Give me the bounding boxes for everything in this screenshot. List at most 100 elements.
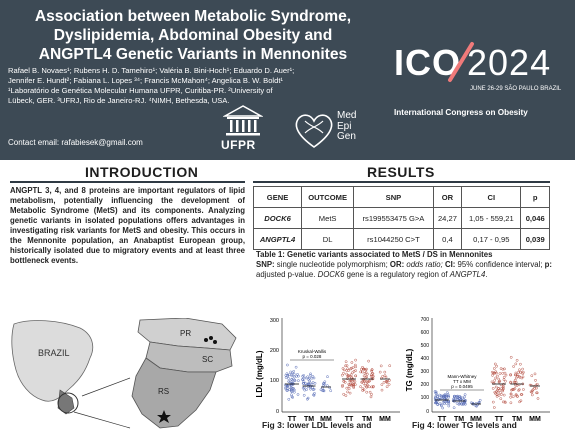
scatter-point [534, 378, 537, 382]
scatter-point [297, 379, 300, 382]
scatter-point [535, 386, 538, 390]
scatter-point [514, 376, 518, 380]
scatter-point [344, 364, 347, 368]
scatter-point [296, 393, 300, 396]
dot-cloud [433, 355, 540, 410]
y-axis-label: TG (mg/dL) [405, 348, 414, 391]
scatter-point [503, 367, 506, 371]
scatter-point [513, 380, 517, 384]
scatter-point [340, 373, 344, 377]
scatter-point [447, 395, 451, 399]
outcome-cell: MetS [301, 207, 355, 229]
scatter-point [433, 401, 437, 405]
scatter-point [381, 374, 385, 378]
scatter-point [509, 392, 513, 396]
y-tick-label: 200 [421, 382, 430, 388]
scatter-point [514, 380, 518, 384]
scatter-point [290, 377, 294, 381]
scatter-point [517, 388, 521, 391]
scatter-point [361, 380, 364, 384]
scatter-point [533, 372, 537, 376]
fig3-caption: Fig 3: lower LDL levels and [262, 420, 372, 430]
scatter-point [497, 393, 501, 397]
scatter-point [347, 385, 351, 389]
scatter-point [494, 370, 498, 374]
scatter-point [490, 370, 494, 374]
scatter-point [478, 398, 482, 402]
results-heading: RESULTS [367, 164, 435, 180]
title-line: Dyslipidemia, Abdominal Obesity and [53, 27, 333, 44]
scatter-point [301, 386, 305, 390]
scatter-point [510, 388, 513, 392]
scatter-point [518, 368, 521, 372]
scatter-point [349, 367, 353, 371]
y-tick-label: 600 [421, 330, 430, 336]
gene-cell: ANGPTL4 [252, 228, 303, 250]
scatter-point [306, 396, 310, 400]
scatter-point [359, 370, 363, 374]
map-star-icon [157, 410, 171, 423]
scatter-point [361, 389, 365, 392]
ico-dates: JUNE 26-29 SÃO PAULO BRAZIL [470, 86, 562, 92]
scatter-point [302, 393, 306, 397]
authors-line: Jennifer E. Hundt²; Fabiana L. Lopes ³⁴;… [8, 76, 283, 85]
scatter-point [365, 390, 369, 394]
scatter-point [372, 385, 375, 388]
scatter-point [519, 370, 522, 374]
scatter-point [521, 372, 525, 375]
or-cell: 0,4 [432, 228, 463, 250]
scatter-point [294, 365, 298, 369]
scatter-point [434, 391, 438, 395]
scatter-point [509, 395, 512, 399]
scatter-point [445, 402, 449, 405]
scatter-point [453, 399, 456, 402]
scatter-point [287, 397, 291, 401]
scatter-point [289, 387, 293, 390]
scatter-point [493, 362, 497, 366]
scatter-point [531, 388, 535, 392]
scatter-point [509, 380, 512, 384]
scatter-point [370, 368, 374, 371]
scatter-point [446, 393, 450, 396]
affiliation-line: Lübeck, GER. ³UFRJ, Rio de Janeiro-RJ. ⁴… [8, 96, 230, 105]
scatter-point [348, 391, 352, 395]
ufpr-logo-text: UFPR [221, 138, 256, 152]
col-header: SNP [353, 186, 434, 208]
scatter-point [536, 397, 540, 400]
scatter-point [312, 393, 315, 397]
scatter-point [302, 380, 306, 384]
scatter-point [512, 388, 516, 391]
x-tick-label: TT [438, 416, 447, 423]
scatter-point [292, 388, 296, 392]
y-tick-label: 700 [421, 317, 430, 323]
scatter-point [306, 375, 310, 379]
scatter-point [497, 387, 500, 391]
ico-logo-mark: ICO 2024 [394, 42, 552, 83]
x-tick-label: MM [470, 416, 482, 423]
scatter-point [348, 374, 352, 378]
scatter-point [441, 406, 445, 410]
table-caption-title: Table 1: Genetic variants associated to … [256, 250, 493, 259]
scatter-point [322, 382, 325, 385]
contact-email[interactable]: Contact email: rafabiesek@gmail.com [8, 138, 143, 147]
x-tick-label: TM [454, 416, 464, 423]
ci-cell: 1,05 - 559,21 [461, 207, 522, 229]
scatter-point [501, 389, 505, 393]
scatter-point [296, 373, 299, 376]
scatter-point [439, 394, 443, 398]
scatter-point [325, 384, 329, 388]
scatter-point [380, 388, 384, 392]
scatter-point [354, 369, 357, 372]
scatter-point [474, 402, 478, 405]
scatter-point [456, 394, 460, 398]
y-tick-label: 0 [426, 409, 429, 415]
scatter-point [319, 388, 323, 392]
scatter-point [341, 385, 344, 388]
scatter-point [492, 367, 496, 370]
x-tick-label: TT [288, 416, 297, 423]
fig4-caption: Fig 4: lower TG levels and [412, 420, 517, 430]
snp-cell: rs1044250 C>T [353, 228, 434, 250]
scatter-point [344, 360, 348, 364]
scatter-point [349, 379, 353, 383]
scatter-point [348, 379, 352, 383]
